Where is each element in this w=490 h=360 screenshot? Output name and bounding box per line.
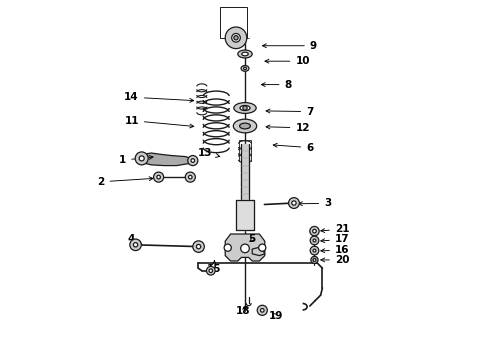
- Circle shape: [191, 159, 195, 162]
- Text: 4: 4: [128, 234, 142, 244]
- Circle shape: [196, 244, 201, 249]
- Bar: [220, 7, 247, 38]
- Polygon shape: [252, 248, 265, 256]
- Text: 8: 8: [261, 80, 292, 90]
- Polygon shape: [140, 153, 193, 166]
- Text: 14: 14: [124, 92, 194, 102]
- Circle shape: [243, 106, 247, 110]
- Ellipse shape: [233, 119, 257, 133]
- Text: 5: 5: [248, 234, 256, 244]
- Text: 7: 7: [266, 107, 314, 117]
- Circle shape: [224, 244, 231, 251]
- Circle shape: [311, 256, 318, 264]
- Circle shape: [261, 309, 264, 312]
- Polygon shape: [241, 144, 249, 202]
- Circle shape: [225, 27, 247, 49]
- Polygon shape: [225, 234, 265, 261]
- Ellipse shape: [234, 103, 256, 113]
- Circle shape: [189, 175, 192, 179]
- Ellipse shape: [242, 52, 248, 56]
- Circle shape: [153, 172, 164, 182]
- Circle shape: [313, 239, 316, 242]
- Text: 18: 18: [236, 306, 250, 316]
- Circle shape: [185, 172, 196, 182]
- Circle shape: [139, 156, 144, 161]
- Polygon shape: [236, 200, 254, 230]
- Ellipse shape: [244, 67, 246, 69]
- Circle shape: [292, 201, 296, 205]
- Circle shape: [313, 229, 316, 233]
- Circle shape: [259, 244, 266, 251]
- Text: 12: 12: [266, 123, 310, 133]
- Text: 9: 9: [263, 41, 317, 51]
- Circle shape: [257, 305, 268, 315]
- Text: 1: 1: [119, 155, 153, 165]
- Ellipse shape: [241, 66, 249, 71]
- Circle shape: [234, 36, 238, 40]
- Text: 17: 17: [321, 234, 349, 244]
- Circle shape: [209, 269, 213, 273]
- Circle shape: [157, 175, 160, 179]
- Text: 3: 3: [298, 198, 331, 208]
- Ellipse shape: [238, 50, 252, 58]
- Ellipse shape: [240, 123, 250, 129]
- Text: 20: 20: [321, 255, 349, 265]
- Circle shape: [232, 33, 240, 42]
- Circle shape: [313, 249, 316, 252]
- Circle shape: [135, 152, 148, 165]
- Text: 11: 11: [124, 116, 194, 128]
- Circle shape: [130, 239, 141, 251]
- Text: 2: 2: [98, 177, 153, 187]
- Ellipse shape: [240, 105, 250, 111]
- Circle shape: [193, 241, 204, 252]
- Circle shape: [188, 156, 198, 166]
- Text: 10: 10: [265, 56, 310, 66]
- Circle shape: [310, 236, 319, 245]
- Circle shape: [206, 266, 215, 275]
- Circle shape: [310, 246, 319, 255]
- Circle shape: [133, 243, 138, 247]
- Circle shape: [313, 258, 316, 261]
- Circle shape: [289, 198, 299, 208]
- Text: 19: 19: [269, 311, 283, 321]
- Text: 16: 16: [321, 245, 349, 255]
- Text: 21: 21: [321, 224, 349, 234]
- Circle shape: [310, 226, 319, 236]
- Circle shape: [241, 244, 249, 253]
- Text: 15: 15: [207, 261, 221, 274]
- Text: 6: 6: [273, 143, 314, 153]
- Text: 13: 13: [198, 148, 220, 158]
- Bar: [239, 140, 251, 161]
